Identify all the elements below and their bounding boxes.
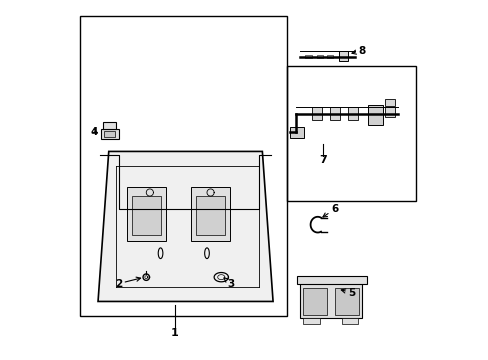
Bar xyxy=(80,16,287,316)
Bar xyxy=(305,55,311,58)
Bar xyxy=(103,122,116,129)
Text: 1: 1 xyxy=(171,328,178,338)
Bar xyxy=(104,131,115,137)
Bar xyxy=(347,107,357,120)
Bar xyxy=(190,187,230,241)
Text: 5: 5 xyxy=(341,288,355,297)
Bar xyxy=(367,105,382,125)
Bar xyxy=(196,196,224,235)
Bar xyxy=(326,55,332,58)
Bar xyxy=(384,108,394,117)
Bar xyxy=(289,127,304,138)
Text: 6: 6 xyxy=(322,204,338,217)
Bar xyxy=(287,66,415,202)
Text: 3: 3 xyxy=(224,278,234,289)
Text: 4: 4 xyxy=(91,127,98,137)
Bar xyxy=(296,276,366,284)
Text: 7: 7 xyxy=(319,156,326,165)
Bar xyxy=(302,288,326,315)
Bar xyxy=(341,318,357,324)
Bar xyxy=(303,318,319,324)
Bar xyxy=(299,280,362,318)
Bar xyxy=(101,129,119,139)
Polygon shape xyxy=(98,152,272,301)
Text: 2: 2 xyxy=(115,277,140,289)
Bar xyxy=(316,55,323,58)
Bar xyxy=(132,196,160,235)
Bar xyxy=(312,107,322,120)
Bar xyxy=(329,107,340,120)
Bar xyxy=(384,99,394,106)
Bar xyxy=(126,187,165,241)
Bar xyxy=(334,288,358,315)
Bar xyxy=(339,51,347,61)
Text: 8: 8 xyxy=(351,46,365,56)
